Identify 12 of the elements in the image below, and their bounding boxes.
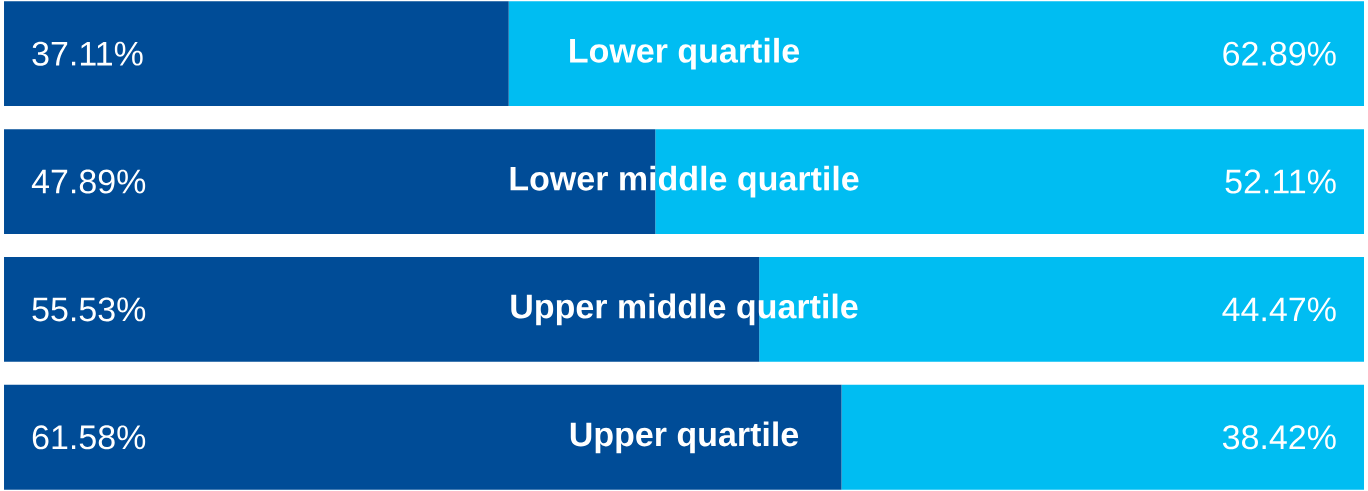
y-tick-label: Upper middle quartile xyxy=(511,293,858,326)
y-tick-label: Lower middle quartile xyxy=(510,165,859,198)
y-tick-label: Upper quartile xyxy=(570,421,799,454)
data-label: 62.89% xyxy=(1223,41,1336,66)
y-tick-label: Lower quartile xyxy=(570,37,800,70)
data-label: 47.89% xyxy=(31,169,146,194)
data-label: 55.53% xyxy=(32,297,146,322)
data-label: 52.11% xyxy=(1225,169,1336,194)
data-label: 38.42% xyxy=(1222,425,1336,450)
data-label: 61.58% xyxy=(32,425,146,450)
data-label: 44.47% xyxy=(1222,297,1336,322)
data-label: 37.11% xyxy=(32,41,143,66)
